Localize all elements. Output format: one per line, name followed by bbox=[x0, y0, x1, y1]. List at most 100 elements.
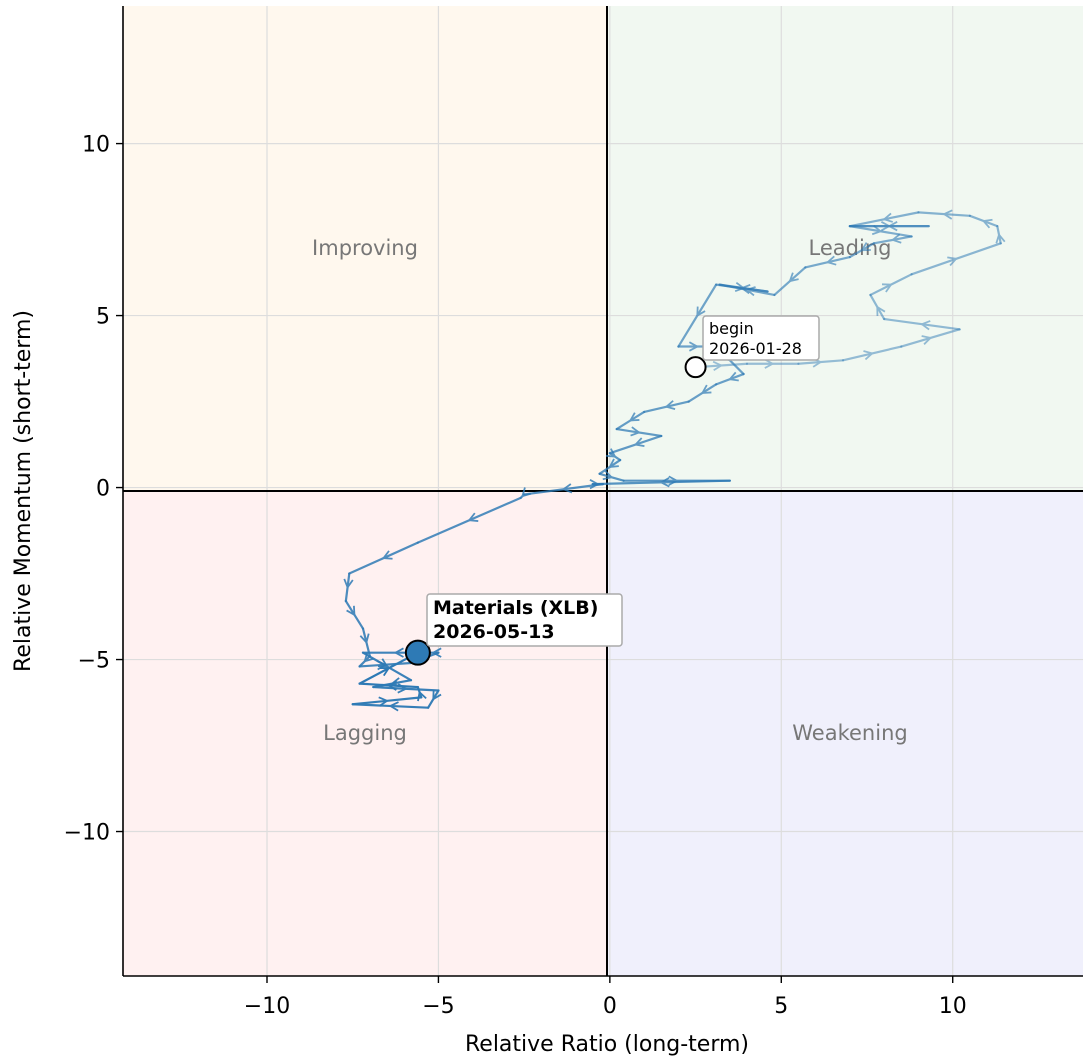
trail-arrowhead bbox=[382, 550, 393, 560]
start-annotation-label: begin bbox=[709, 319, 754, 338]
trail-arrowhead bbox=[359, 633, 370, 644]
x-axis-title: Relative Ratio (long-term) bbox=[465, 1032, 749, 1057]
trail-segment bbox=[848, 225, 913, 238]
trail-arrowhead bbox=[389, 701, 399, 712]
trail-arrowhead bbox=[432, 690, 442, 701]
trail-line bbox=[797, 359, 845, 365]
y-ticks: −10 −5 0 5 10 bbox=[64, 133, 123, 846]
trail-arrowhead bbox=[876, 306, 886, 316]
trail-segment bbox=[598, 470, 625, 482]
trail-arrowhead bbox=[881, 283, 892, 293]
trail-segment bbox=[917, 209, 971, 220]
y-tick-label: 0 bbox=[96, 477, 110, 502]
trail-segment bbox=[598, 458, 622, 475]
trail-line bbox=[841, 345, 903, 362]
quadrant-weakening bbox=[607, 491, 1083, 976]
trail-segment bbox=[910, 242, 1002, 276]
trail-arrowhead bbox=[630, 426, 640, 437]
trail-arrowhead bbox=[608, 458, 619, 468]
trail-arrowhead bbox=[764, 358, 774, 369]
trail-segment bbox=[416, 496, 522, 544]
trail-arrowhead bbox=[947, 256, 958, 267]
trail-arrowhead bbox=[668, 475, 678, 486]
trail-segment bbox=[605, 448, 622, 462]
trail-segment bbox=[848, 242, 875, 259]
trail-arrowhead bbox=[377, 658, 388, 668]
trail-arrowhead bbox=[468, 512, 479, 522]
quadrant-lagging bbox=[123, 491, 607, 976]
start-marker bbox=[684, 356, 707, 379]
trail-segment bbox=[883, 317, 961, 331]
trail-segment bbox=[615, 426, 663, 438]
trail-arrowhead bbox=[629, 412, 640, 422]
y-tick-label: 10 bbox=[82, 133, 110, 158]
trail-arrowhead bbox=[826, 255, 837, 266]
trail-arrowhead bbox=[665, 400, 676, 411]
trail-segment bbox=[427, 689, 442, 709]
x-tick-label: 0 bbox=[603, 994, 617, 1019]
trail-segment bbox=[344, 599, 365, 630]
trail-arrowhead bbox=[602, 470, 613, 481]
trail-segment bbox=[351, 701, 430, 712]
trail-arrowhead bbox=[712, 360, 723, 372]
trail-segment bbox=[995, 225, 1006, 245]
trail-arrowhead bbox=[871, 225, 882, 236]
trail-segment bbox=[745, 358, 800, 369]
trail-arrowhead bbox=[343, 578, 354, 589]
trail-arrowhead bbox=[995, 233, 1006, 244]
trail-arrowhead bbox=[701, 384, 712, 394]
trail-arrowhead bbox=[379, 667, 390, 677]
trail-arrowhead bbox=[688, 341, 699, 352]
trail-arrowhead bbox=[891, 233, 902, 244]
trail-segment bbox=[869, 273, 913, 297]
trail-segment bbox=[687, 383, 718, 403]
end-annotation-date: 2026-05-13 bbox=[433, 621, 555, 643]
start-annotation-box bbox=[702, 315, 820, 361]
trail-arrowhead bbox=[634, 437, 645, 448]
trail-segment bbox=[773, 266, 807, 297]
x-ticks: −10 −5 0 5 10 bbox=[244, 976, 967, 1019]
trail-segment bbox=[869, 293, 886, 321]
trail-arrowhead bbox=[562, 483, 573, 494]
trail-arrowhead bbox=[982, 218, 993, 229]
trail-segment bbox=[848, 221, 930, 232]
trail-arrowhead bbox=[394, 647, 404, 658]
trail-arrowhead bbox=[860, 242, 871, 252]
quadrant-label-lagging: Lagging bbox=[323, 721, 407, 745]
trail-segment bbox=[351, 696, 423, 707]
trail-arrowhead bbox=[728, 371, 739, 382]
trail-line bbox=[900, 328, 961, 348]
trail-segment bbox=[615, 410, 646, 431]
trail-arrowhead bbox=[387, 680, 398, 691]
trail-segment bbox=[715, 371, 745, 386]
y-tick-label: −10 bbox=[64, 821, 110, 846]
end-annotation-series: Materials (XLB) bbox=[433, 597, 598, 619]
trail-arrowhead bbox=[605, 448, 616, 458]
x-tick-label: 10 bbox=[939, 994, 967, 1019]
trail-arrowhead bbox=[378, 696, 388, 707]
trail-segment bbox=[715, 283, 769, 295]
trail-arrowhead bbox=[883, 212, 894, 223]
trail-arrowhead bbox=[788, 272, 799, 283]
x-tick-label: 5 bbox=[774, 994, 788, 1019]
trail-segment bbox=[416, 685, 427, 702]
trail-arrowhead bbox=[696, 306, 706, 317]
trail-arrowhead bbox=[740, 283, 751, 295]
y-axis-title: Relative Momentum (short-term) bbox=[11, 310, 36, 672]
trail-segment bbox=[848, 211, 920, 228]
trail-segment bbox=[343, 572, 354, 603]
trail-segment bbox=[358, 680, 419, 691]
trail-segment bbox=[841, 345, 903, 362]
trail-arrowhead bbox=[432, 647, 442, 658]
quadrant-label-weakening: Weakening bbox=[792, 721, 907, 745]
trail-segment bbox=[523, 483, 605, 496]
end-annotation-box bbox=[426, 593, 623, 647]
trail-xlb bbox=[343, 209, 1006, 712]
quadrant-label-improving: Improving bbox=[312, 236, 418, 260]
trail-arrowhead bbox=[921, 335, 932, 345]
quadrant-improving bbox=[123, 6, 607, 491]
trail-line bbox=[883, 317, 961, 331]
end-marker bbox=[404, 639, 431, 666]
trail-segment bbox=[608, 434, 663, 455]
